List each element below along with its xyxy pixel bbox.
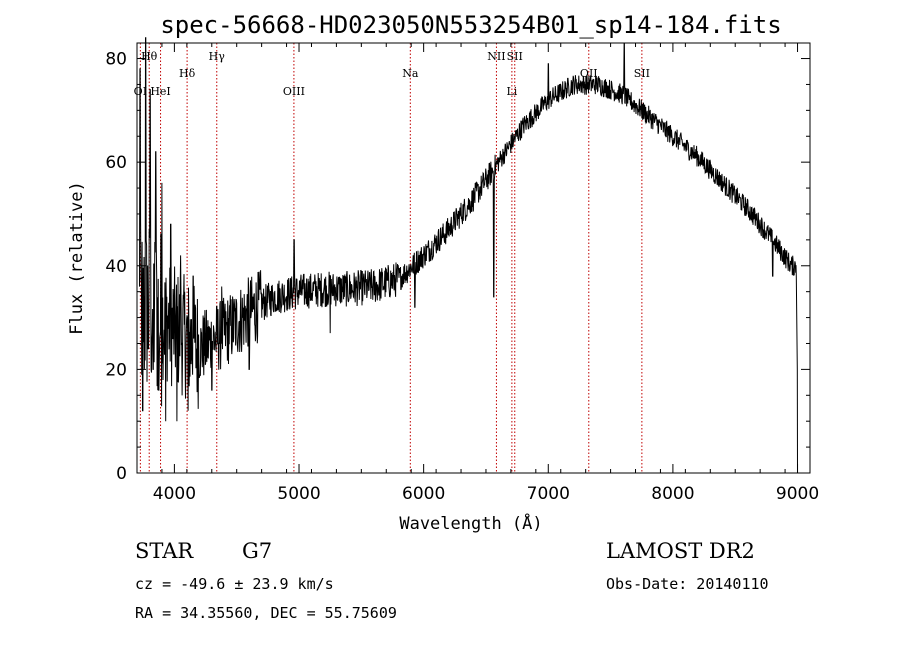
- chart-title: spec-56668-HD023050N553254B01_sp14-184.f…: [160, 11, 781, 39]
- spectrum-series: [139, 37, 798, 474]
- spectral-line-label: OIII: [283, 85, 305, 98]
- spectral-line-label: NII: [487, 50, 505, 63]
- info-block: STAR G7 cz = -49.6 ± 23.9 km/s RA = 34.3…: [135, 539, 769, 622]
- spectral-line-label: Hδ: [179, 67, 196, 80]
- spectral-line-label: SII: [634, 67, 650, 80]
- redshift-text: cz = -49.6 ± 23.9 km/s: [135, 575, 334, 593]
- x-tick-label: 8000: [651, 484, 694, 504]
- x-tick-label: 5000: [277, 484, 320, 504]
- spectral-line-label: Na: [402, 67, 419, 80]
- y-axis: 0 20 40 60 80: [105, 50, 810, 484]
- spectrum-line: [139, 37, 798, 474]
- survey-name: LAMOST DR2: [606, 539, 755, 563]
- object-class: STAR: [135, 539, 194, 563]
- y-axis-label: Flux (relative): [67, 181, 87, 335]
- y-tick-label: 20: [105, 360, 127, 380]
- y-tick-label: 60: [105, 153, 127, 173]
- spectral-line-label: Hθ: [141, 50, 158, 63]
- y-tick-label: 0: [116, 464, 127, 484]
- y-tick-label: 40: [105, 257, 127, 277]
- coordinates-text: RA = 34.35560, DEC = 55.75609: [135, 604, 397, 622]
- spectral-line-label: SII: [507, 50, 523, 63]
- object-subclass: G7: [242, 539, 272, 563]
- y-tick-label: 80: [105, 50, 127, 70]
- spectral-line-label: Li: [506, 85, 517, 98]
- x-tick-label: 4000: [153, 484, 196, 504]
- x-axis: 4000 5000 6000 7000 8000 9000: [136, 43, 819, 504]
- observation-date: Obs-Date: 20140110: [606, 575, 769, 593]
- spectral-line-label: HeI: [150, 85, 170, 98]
- plot-frame: [136, 42, 811, 474]
- x-axis-label: Wavelength (Å): [399, 512, 542, 534]
- spectral-line-label: OII: [580, 67, 598, 80]
- x-tick-label: 6000: [402, 484, 445, 504]
- spectral-line-label: Hγ: [209, 50, 226, 63]
- x-tick-label: 7000: [527, 484, 570, 504]
- x-tick-label: 9000: [776, 484, 819, 504]
